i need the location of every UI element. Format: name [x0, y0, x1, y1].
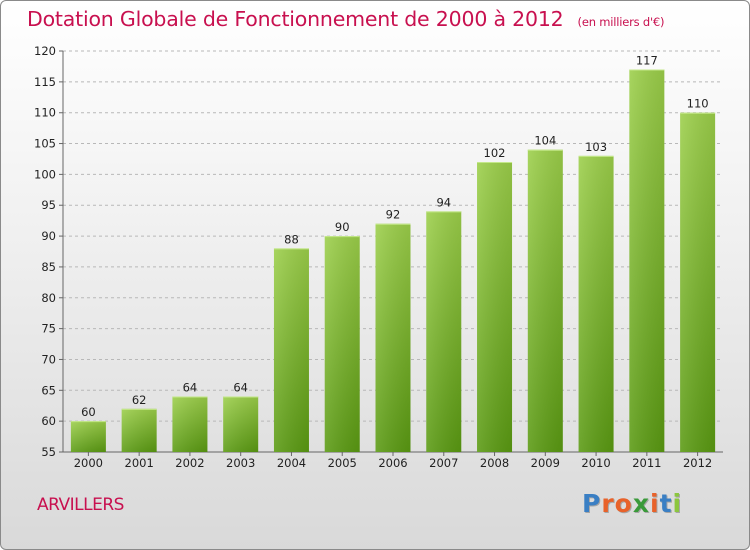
logo-letter: i — [672, 489, 683, 518]
y-tick-label: 60 — [41, 414, 56, 428]
bar-shade-2011 — [629, 69, 665, 452]
x-tick-label: 2009 — [531, 456, 560, 470]
logo-letter: i — [650, 489, 660, 518]
commune-name: ARVILLERS — [37, 495, 124, 515]
x-tick-label: 2003 — [226, 456, 255, 470]
bar-shade-2007 — [426, 211, 462, 452]
y-tick-label: 80 — [41, 291, 56, 305]
logo-letter: x — [632, 489, 650, 518]
x-tick-label: 2008 — [480, 456, 509, 470]
bar-shade-2000 — [70, 421, 106, 452]
value-label: 103 — [585, 140, 607, 154]
x-tick-label: 2001 — [125, 456, 154, 470]
y-tick-label: 85 — [41, 260, 56, 274]
chart-title: Dotation Globale de Fonctionnement de 20… — [27, 7, 665, 31]
value-label: 92 — [386, 208, 401, 222]
x-tick-label: 2005 — [328, 456, 357, 470]
value-label: 117 — [636, 54, 658, 68]
bar-shade-2006 — [375, 223, 411, 452]
value-label: 94 — [436, 195, 451, 209]
y-tick-label: 105 — [34, 137, 56, 151]
y-tick-label: 110 — [34, 106, 56, 120]
y-tick-label: 115 — [34, 75, 56, 89]
logo-letter: P — [582, 489, 602, 518]
y-tick-label: 70 — [41, 352, 56, 366]
chart-subtitle: (en milliers d'€) — [577, 15, 665, 29]
value-labels: 60 62 64 64 88 90 92 94 102 104 103 117 110 — [81, 54, 709, 420]
x-tick-label: 2006 — [378, 456, 407, 470]
y-tick-label: 90 — [41, 229, 56, 243]
logo-letter: o — [614, 489, 633, 518]
y-tick-label: 100 — [34, 167, 56, 181]
bar-shade-2002 — [172, 396, 208, 452]
bar-shade-2008 — [477, 162, 513, 453]
value-label: 62 — [132, 393, 147, 407]
x-tick-label: 2011 — [632, 456, 661, 470]
y-tick-label: 55 — [41, 445, 56, 459]
bar-shade-2009 — [527, 149, 563, 452]
y-tick-label: 75 — [41, 322, 56, 336]
bar-shade-2003 — [223, 396, 259, 452]
x-tick-label: 2010 — [581, 456, 610, 470]
value-label: 88 — [284, 232, 299, 246]
x-tick-label: 2002 — [175, 456, 204, 470]
value-label: 64 — [233, 380, 248, 394]
y-tick-label: 65 — [41, 383, 56, 397]
value-label: 60 — [81, 405, 96, 419]
value-label: 64 — [183, 380, 198, 394]
logo-letter: r — [601, 489, 615, 518]
bars — [70, 69, 716, 453]
y-tick-label: 120 — [34, 44, 56, 58]
x-tick-label: 2004 — [277, 456, 306, 470]
y-tick-label: 95 — [41, 198, 56, 212]
bar-shade-2005 — [324, 236, 360, 452]
value-label: 102 — [484, 146, 506, 160]
chart-title-text: Dotation Globale de Fonctionnement de 20… — [27, 7, 564, 31]
bar-shade-2012 — [680, 112, 716, 452]
proxiti-logo[interactable]: Proxiti — [582, 489, 682, 518]
bar-shade-2010 — [578, 155, 614, 452]
value-label: 110 — [687, 97, 709, 111]
value-label: 104 — [534, 134, 556, 148]
x-tick-label: 2012 — [683, 456, 712, 470]
x-tick-label: 2000 — [74, 456, 103, 470]
bar-shade-2001 — [121, 408, 157, 452]
axes: 55 60 65 70 75 80 85 90 95 100 105 110 115 120 2000 200… — [34, 44, 723, 470]
x-tick-label: 2007 — [429, 456, 458, 470]
bar-shade-2004 — [273, 248, 309, 452]
logo-letter: t — [659, 489, 673, 518]
value-label: 90 — [335, 220, 350, 234]
